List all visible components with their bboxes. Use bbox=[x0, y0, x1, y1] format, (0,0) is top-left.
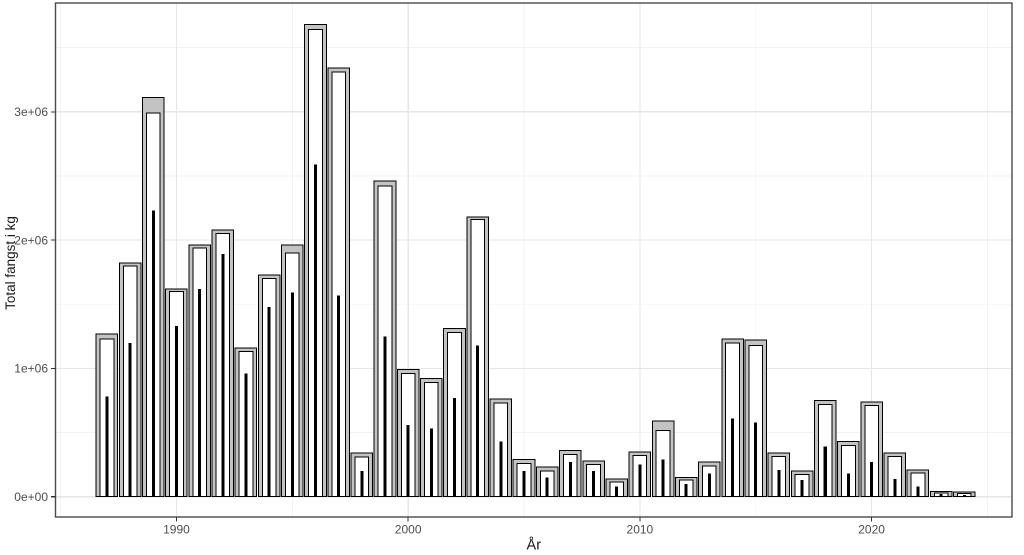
inner-black-bar bbox=[360, 471, 364, 497]
x-tick-label: 2010 bbox=[627, 523, 654, 537]
inner-black-bar bbox=[661, 459, 665, 497]
bar-group-2016 bbox=[767, 452, 791, 498]
bar-group-2011 bbox=[651, 420, 675, 498]
bar-group-2006 bbox=[535, 466, 559, 498]
bar-group-2013 bbox=[698, 461, 721, 498]
y-tick-label: 3e+06 bbox=[14, 105, 48, 119]
bar-group-1988 bbox=[118, 262, 142, 498]
bar-group-1993 bbox=[234, 347, 258, 498]
inner-black-bar bbox=[522, 471, 526, 497]
bar-group-2021 bbox=[883, 452, 907, 498]
inner-black-bar bbox=[707, 473, 711, 497]
bars bbox=[95, 24, 976, 498]
inner-black-bar bbox=[545, 477, 549, 497]
inner-black-bar bbox=[337, 295, 341, 497]
bar-group-2001 bbox=[420, 378, 443, 498]
bar-group-1998 bbox=[350, 452, 374, 498]
axis-tick-labels: 1990 2000 2010 2020 0e+00 1e+06 2e+06 3e+06 bbox=[14, 105, 885, 536]
bar-group-2008 bbox=[582, 460, 605, 498]
bar-group-2023 bbox=[929, 491, 953, 498]
bar-group-2015 bbox=[744, 339, 768, 498]
middle-white-bar bbox=[864, 405, 879, 498]
x-tick-label: 2000 bbox=[395, 523, 422, 537]
inner-black-bar bbox=[174, 326, 178, 497]
y-tick-label: 2e+06 bbox=[14, 233, 48, 247]
inner-black-bar bbox=[453, 397, 457, 497]
inner-black-bar bbox=[244, 373, 248, 497]
inner-black-bar bbox=[267, 306, 271, 497]
bar-group-2012 bbox=[674, 476, 698, 498]
bar-group-2002 bbox=[443, 328, 466, 498]
inner-black-bar bbox=[939, 494, 943, 497]
inner-black-bar bbox=[151, 210, 155, 497]
x-tick-label: 2020 bbox=[858, 523, 885, 537]
inner-black-bar bbox=[429, 428, 433, 497]
inner-black-bar bbox=[916, 486, 920, 497]
middle-white-bar bbox=[887, 455, 903, 498]
bar-group-1999 bbox=[373, 180, 397, 498]
inner-black-bar bbox=[893, 478, 897, 497]
inner-black-bar bbox=[290, 292, 294, 497]
inner-black-bar bbox=[754, 422, 758, 497]
bar-group-2018 bbox=[813, 400, 837, 498]
inner-black-bar bbox=[313, 164, 317, 497]
inner-black-bar bbox=[870, 462, 874, 497]
bar-group-1995 bbox=[281, 244, 304, 498]
inner-black-bar bbox=[568, 462, 572, 497]
bar-group-2000 bbox=[396, 369, 420, 498]
panel-border bbox=[54, 2, 1013, 518]
inner-black-bar bbox=[777, 469, 781, 497]
middle-white-bar bbox=[331, 71, 346, 498]
x-axis-title: År bbox=[527, 537, 542, 554]
y-tick-label: 1e+06 bbox=[14, 362, 48, 376]
inner-black-bar bbox=[406, 424, 410, 497]
bar-group-2022 bbox=[906, 469, 930, 498]
bar-group-2014 bbox=[721, 338, 744, 498]
inner-black-bar bbox=[383, 336, 387, 497]
bar-group-1991 bbox=[188, 244, 211, 498]
axis-tick-marks bbox=[51, 111, 873, 522]
bar-group-1997 bbox=[327, 67, 350, 498]
inner-black-bar bbox=[823, 446, 827, 497]
bar-group-2019 bbox=[837, 441, 860, 498]
inner-black-bar bbox=[638, 464, 642, 497]
inner-black-bar bbox=[499, 441, 503, 497]
x-tick-label: 1990 bbox=[163, 523, 190, 537]
y-tick-label: 0e+00 bbox=[14, 490, 48, 504]
bar-group-2009 bbox=[605, 478, 628, 498]
inner-black-bar bbox=[800, 480, 804, 497]
inner-black-bar bbox=[221, 254, 225, 497]
bar-group-2003 bbox=[466, 216, 489, 498]
inner-black-bar bbox=[731, 418, 735, 497]
inner-black-bar bbox=[846, 473, 850, 497]
bar-group-2020 bbox=[860, 401, 883, 498]
inner-black-bar bbox=[615, 486, 619, 497]
bar-group-1990 bbox=[165, 288, 188, 498]
bar-group-1987 bbox=[95, 333, 119, 498]
bar-group-2010 bbox=[628, 451, 652, 498]
bar-group-2004 bbox=[489, 398, 513, 498]
inner-black-bar bbox=[592, 471, 596, 497]
bar-group-1992 bbox=[211, 229, 235, 498]
bar-group-1996 bbox=[304, 24, 327, 498]
inner-black-bar bbox=[128, 342, 132, 497]
bar-group-2024 bbox=[952, 491, 976, 498]
bar-group-2017 bbox=[790, 470, 814, 498]
inner-black-bar bbox=[105, 396, 109, 497]
bar-group-1989 bbox=[142, 97, 165, 498]
bar-group-1994 bbox=[257, 274, 281, 498]
y-axis-title: Total fangst i kg bbox=[3, 216, 18, 310]
inner-black-bar bbox=[198, 288, 202, 497]
bar-group-2007 bbox=[559, 450, 582, 498]
middle-white-bar bbox=[910, 472, 926, 498]
inner-black-bar bbox=[476, 345, 480, 497]
bar-group-2005 bbox=[512, 459, 536, 498]
inner-black-bar bbox=[962, 494, 966, 497]
inner-black-bar bbox=[684, 483, 688, 497]
